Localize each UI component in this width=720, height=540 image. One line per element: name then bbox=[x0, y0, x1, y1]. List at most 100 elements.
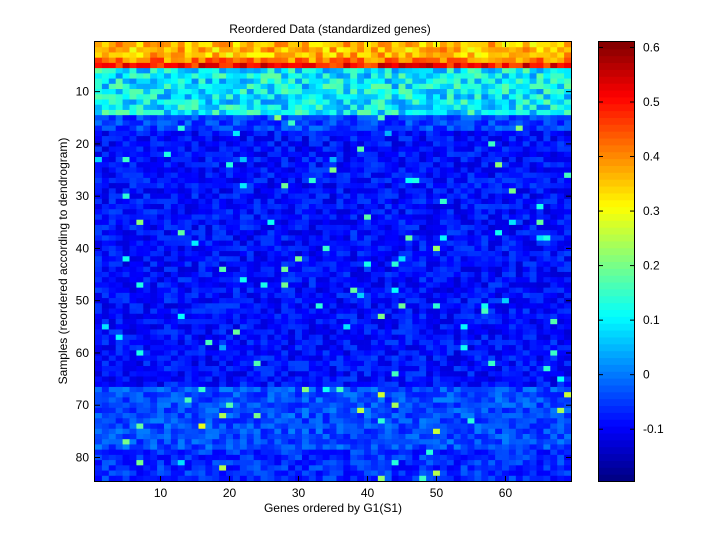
heatmap-cell bbox=[391, 298, 399, 304]
heatmap-cell bbox=[239, 104, 248, 111]
heatmap-cell bbox=[398, 68, 406, 74]
heatmap-cell bbox=[136, 204, 144, 210]
heatmap-cell bbox=[350, 402, 358, 409]
heatmap-cell bbox=[391, 224, 399, 231]
heatmap-cell bbox=[198, 183, 206, 189]
heatmap-cell bbox=[550, 392, 558, 398]
heatmap-cell bbox=[301, 230, 310, 236]
heatmap-cell bbox=[315, 381, 324, 388]
heatmap-cell bbox=[453, 245, 462, 252]
heatmap-cell bbox=[295, 47, 303, 53]
heatmap-cell bbox=[184, 329, 192, 336]
heatmap-cell bbox=[329, 397, 337, 404]
heatmap-cell bbox=[232, 78, 241, 85]
heatmap-cell bbox=[557, 188, 565, 194]
heatmap-cell bbox=[281, 214, 289, 221]
heatmap-cell bbox=[446, 298, 455, 304]
heatmap-cell bbox=[122, 386, 130, 393]
heatmap-cell bbox=[239, 298, 248, 304]
heatmap-cell bbox=[212, 162, 220, 168]
heatmap-cell bbox=[343, 104, 351, 111]
heatmap-cell bbox=[350, 125, 358, 132]
heatmap-cell bbox=[226, 318, 234, 325]
heatmap-cell bbox=[419, 52, 427, 59]
heatmap-cell bbox=[536, 381, 544, 388]
heatmap-cell bbox=[308, 57, 317, 64]
heatmap-cell bbox=[405, 303, 413, 309]
heatmap-cell bbox=[515, 397, 524, 404]
heatmap-cell bbox=[129, 371, 137, 377]
heatmap-cell bbox=[301, 193, 310, 200]
heatmap-cell bbox=[212, 156, 220, 163]
heatmap-cell bbox=[467, 47, 475, 53]
heatmap-cell bbox=[343, 366, 351, 372]
heatmap-cell bbox=[398, 277, 406, 283]
heatmap-cell bbox=[433, 68, 441, 74]
heatmap-cell bbox=[488, 120, 496, 127]
heatmap-cell bbox=[529, 277, 537, 283]
heatmap-cell bbox=[288, 62, 296, 69]
heatmap-cell bbox=[495, 146, 503, 153]
heatmap-cell bbox=[433, 360, 441, 367]
heatmap-cell bbox=[212, 89, 220, 95]
heatmap-cell bbox=[122, 115, 130, 121]
heatmap-cell bbox=[481, 188, 489, 194]
heatmap-cell bbox=[136, 402, 144, 409]
heatmap-cell bbox=[226, 413, 234, 419]
heatmap-cell bbox=[184, 298, 192, 304]
heatmap-cell bbox=[212, 287, 220, 294]
heatmap-cell bbox=[136, 177, 144, 184]
heatmap-cell bbox=[136, 141, 144, 147]
heatmap-cell bbox=[108, 177, 117, 184]
heatmap-cell bbox=[343, 371, 351, 377]
heatmap-cell bbox=[350, 115, 358, 121]
heatmap-cell bbox=[301, 287, 310, 294]
heatmap-cell bbox=[260, 130, 268, 137]
heatmap-cell bbox=[239, 251, 248, 257]
heatmap-cell bbox=[419, 141, 427, 147]
heatmap-cell bbox=[419, 151, 427, 158]
heatmap-cell bbox=[522, 162, 531, 168]
heatmap-cell bbox=[419, 345, 427, 351]
heatmap-cell bbox=[405, 360, 413, 367]
heatmap-cell bbox=[108, 245, 117, 252]
heatmap-cell bbox=[508, 386, 517, 393]
heatmap-cell bbox=[488, 141, 496, 147]
heatmap-cell bbox=[343, 136, 351, 142]
heatmap-cell bbox=[502, 251, 510, 257]
heatmap-cell bbox=[391, 397, 399, 404]
heatmap-cell bbox=[267, 68, 275, 74]
heatmap-cell bbox=[267, 329, 275, 336]
heatmap-cell bbox=[529, 271, 537, 278]
heatmap-cell bbox=[453, 407, 462, 414]
heatmap-cell bbox=[184, 308, 192, 315]
heatmap-cell bbox=[357, 156, 365, 163]
heatmap-cell bbox=[260, 99, 268, 106]
heatmap-cell bbox=[274, 329, 282, 336]
heatmap-cell bbox=[212, 345, 220, 351]
heatmap-cell bbox=[426, 308, 434, 315]
heatmap-cell bbox=[101, 68, 110, 74]
heatmap-cell bbox=[329, 292, 337, 299]
heatmap-cell bbox=[281, 287, 289, 294]
heatmap-cell bbox=[391, 271, 399, 278]
heatmap-cell bbox=[446, 94, 455, 100]
heatmap-cell bbox=[281, 350, 289, 356]
heatmap-cell bbox=[398, 282, 406, 289]
heatmap-cell bbox=[246, 62, 255, 69]
heatmap-cell bbox=[322, 386, 330, 393]
heatmap-cell bbox=[550, 376, 558, 383]
heatmap-cell bbox=[274, 392, 282, 398]
heatmap-cell bbox=[391, 193, 399, 200]
heatmap-cell bbox=[115, 156, 123, 163]
heatmap-cell bbox=[446, 83, 455, 90]
heatmap-cell bbox=[495, 266, 503, 273]
heatmap-cell bbox=[522, 313, 531, 320]
heatmap-cell bbox=[108, 329, 117, 336]
heatmap-cell bbox=[143, 193, 151, 200]
heatmap-cell bbox=[495, 366, 503, 372]
heatmap-cell bbox=[329, 413, 337, 419]
heatmap-cell bbox=[391, 83, 399, 90]
heatmap-cell bbox=[460, 235, 468, 241]
heatmap-cell bbox=[439, 224, 448, 231]
